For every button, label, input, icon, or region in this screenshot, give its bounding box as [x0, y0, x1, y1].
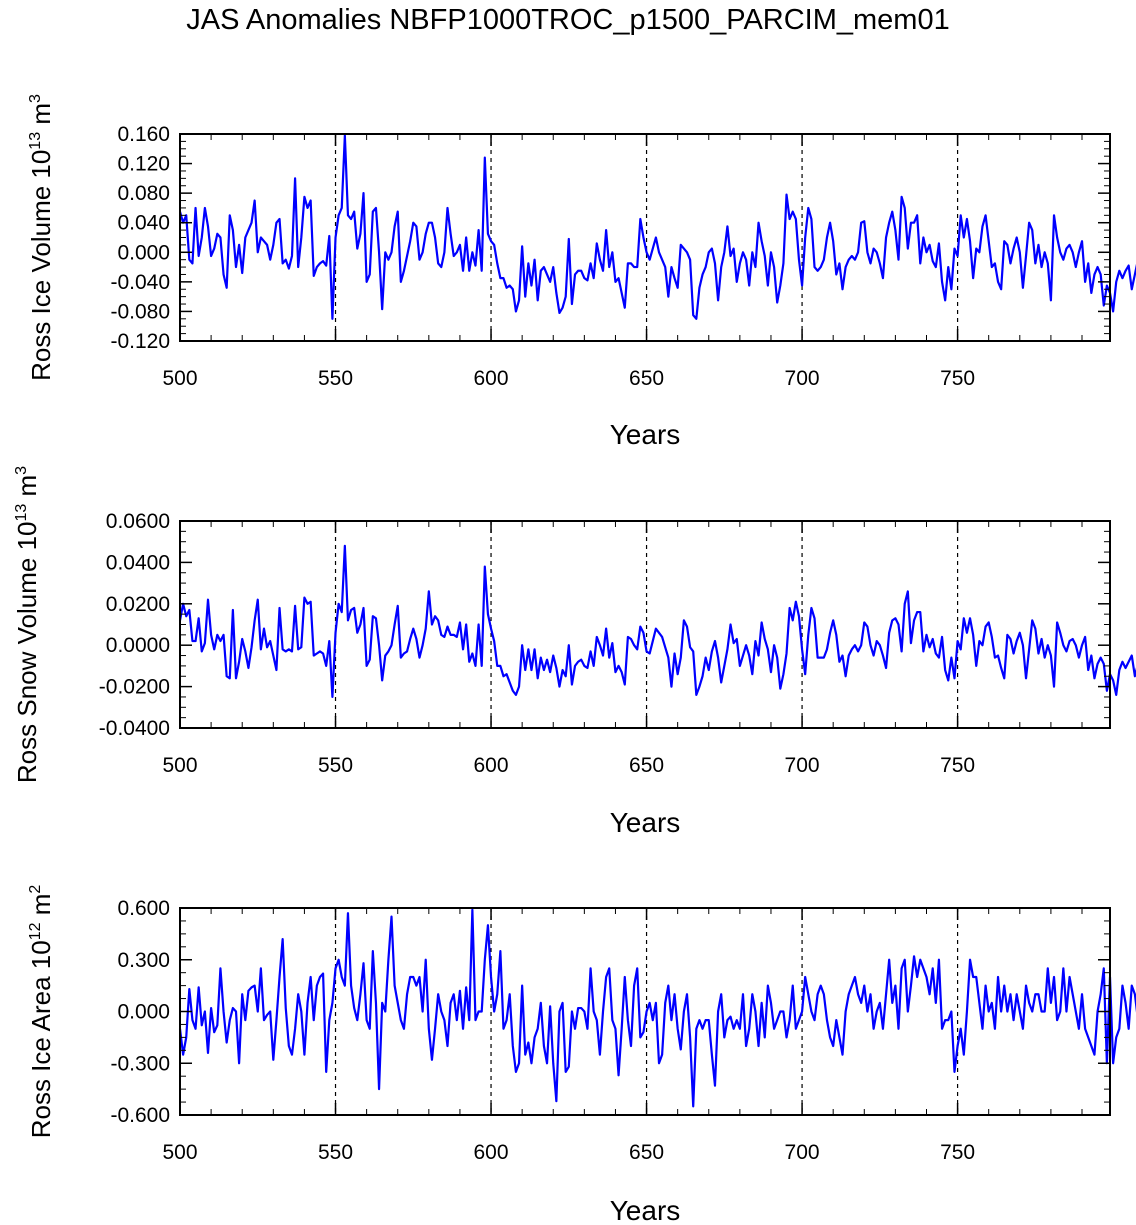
y-tick-label: -0.120 — [110, 330, 170, 353]
y-tick-label: 0.000 — [117, 241, 170, 264]
x-axis-label: Years — [610, 419, 681, 450]
y-tick-label: -0.300 — [110, 1052, 170, 1075]
x-tick-label: 750 — [940, 754, 975, 777]
y-tick-label: 0.0400 — [106, 551, 170, 574]
panel-2: -0.0400 -0.0200 0.0000 0.0200 0.0400 0.0600 50… — [12, 466, 1136, 838]
x-tick-label: 700 — [785, 367, 820, 390]
x-tick-label: 600 — [474, 367, 509, 390]
y-tick-label: 0.120 — [117, 153, 170, 176]
x-tick-label: 550 — [318, 1141, 353, 1164]
x-tick-label: 600 — [474, 754, 509, 777]
y-axis-label: Ross Snow Volume 1013 m3 — [12, 466, 42, 783]
y-tick-label: 0.160 — [117, 123, 170, 146]
y-tick-label: -0.600 — [110, 1104, 170, 1127]
x-tick-label: 700 — [785, 1141, 820, 1164]
y-axis-label: Ross Ice Area 1012 m2 — [26, 885, 56, 1139]
x-axis-label: Years — [610, 807, 681, 838]
y-tick-label: -0.0400 — [99, 717, 170, 740]
y-tick-label: -0.0200 — [99, 676, 170, 699]
x-tick-label: 600 — [474, 1141, 509, 1164]
y-tick-label: 0.300 — [117, 949, 170, 972]
y-tick-label: 0.040 — [117, 212, 170, 235]
y-tick-label: 0.080 — [117, 182, 170, 205]
x-tick-label: 650 — [629, 754, 664, 777]
series-line — [178, 134, 1136, 320]
series-line — [178, 544, 1136, 699]
x-tick-label: 700 — [785, 754, 820, 777]
y-tick-label: -0.080 — [110, 300, 170, 323]
x-tick-label: 500 — [162, 367, 197, 390]
y-tick-label: 0.600 — [117, 897, 170, 920]
series-line — [178, 908, 1136, 1108]
y-tick-label: 0.0200 — [106, 593, 170, 616]
x-tick-label: 500 — [162, 754, 197, 777]
x-tick-label: 650 — [629, 1141, 664, 1164]
panel-3: -0.600 -0.300 0.000 0.300 0.600 500 550 600 650 7… — [26, 885, 1136, 1225]
y-tick-label: 0.000 — [117, 1001, 170, 1024]
x-axis-label: Years — [610, 1195, 681, 1225]
chart-title: JAS Anomalies NBFP1000TROC_p1500_PARCIM_… — [186, 4, 950, 36]
y-tick-label: 0.0000 — [106, 634, 170, 657]
x-tick-label: 500 — [162, 1141, 197, 1164]
x-tick-label: 750 — [940, 367, 975, 390]
y-tick-label: -0.040 — [110, 271, 170, 294]
y-axis-label: Ross Ice Volume 1013 m3 — [26, 94, 56, 381]
x-tick-label: 550 — [318, 754, 353, 777]
panel-1: -0.120 -0.080 -0.040 0.000 0.040 0.080 0.120 0.… — [26, 94, 1136, 450]
x-tick-label: 550 — [318, 367, 353, 390]
x-tick-label: 750 — [940, 1141, 975, 1164]
plot-frame — [179, 907, 1111, 1116]
y-tick-label: 0.0600 — [106, 510, 170, 533]
x-tick-label: 650 — [629, 367, 664, 390]
